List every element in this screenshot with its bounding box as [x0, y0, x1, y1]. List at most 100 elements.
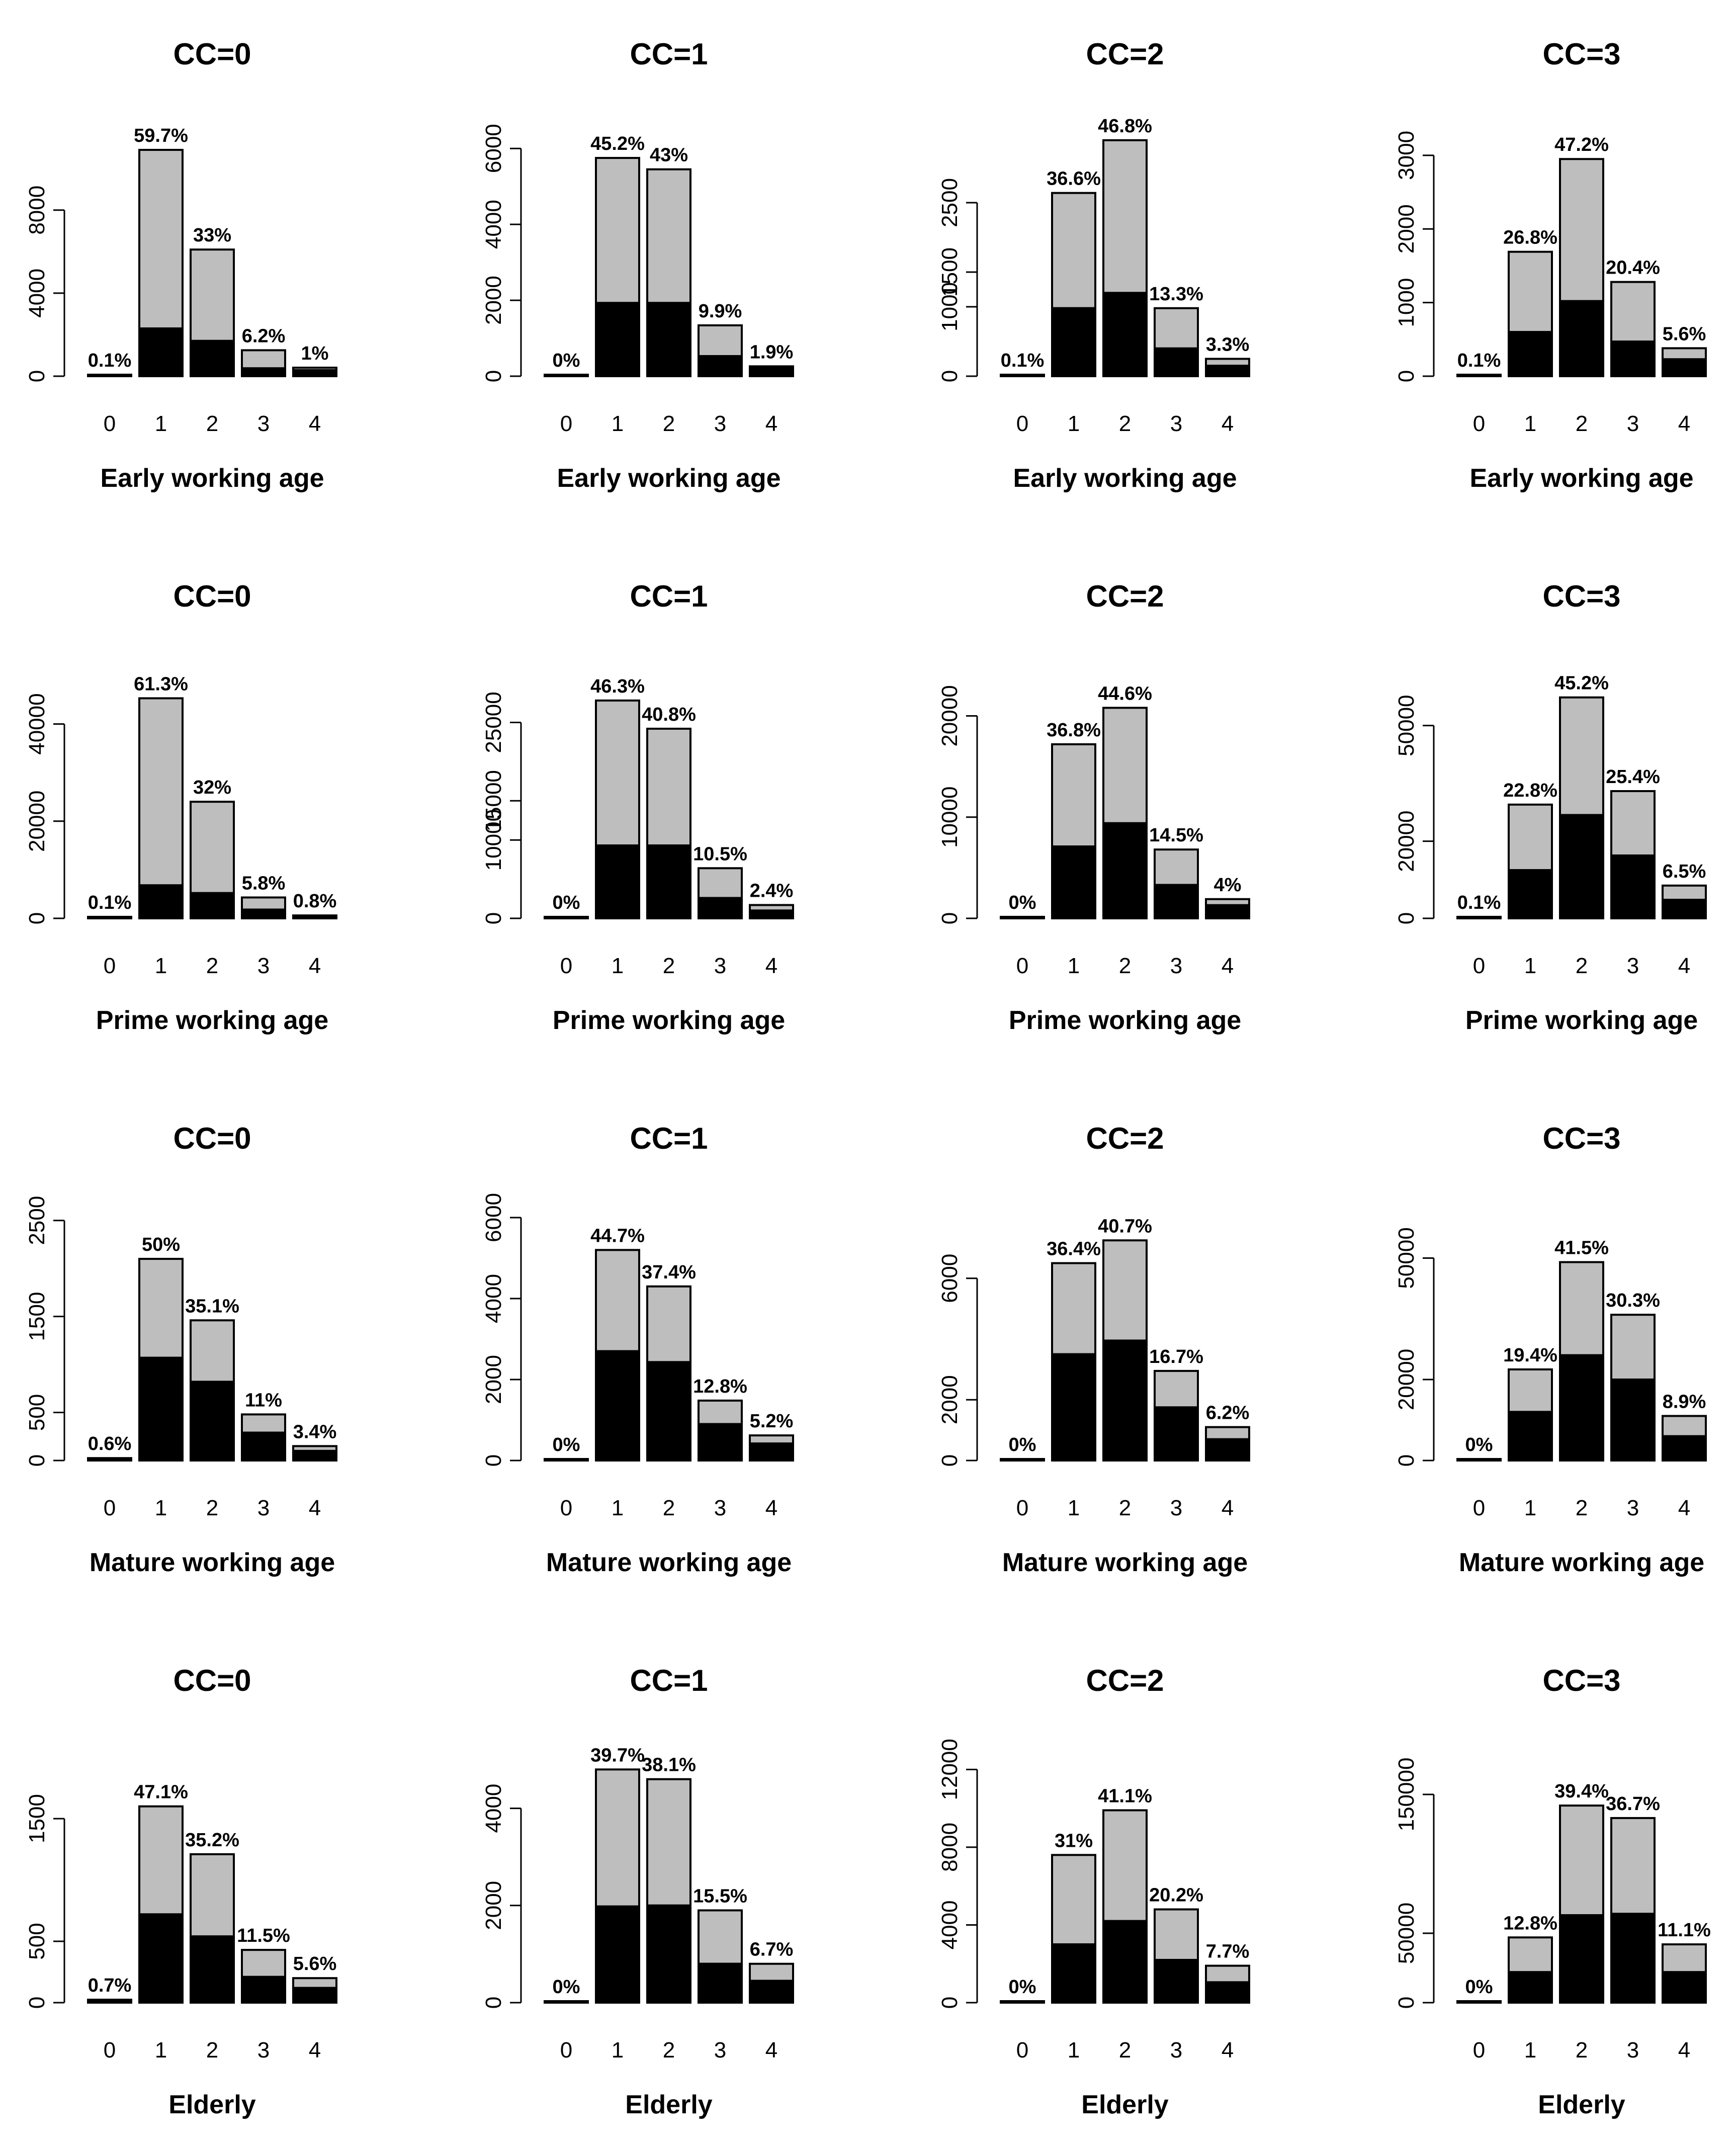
bar-segment-black	[544, 2000, 589, 2004]
data-label: 7.7%	[1206, 1941, 1250, 1962]
data-label: 36.7%	[1606, 1793, 1660, 1815]
data-label: 0%	[553, 1977, 580, 1998]
x-tick-label: 0	[104, 1496, 116, 1520]
bar-segment-grey	[1051, 1854, 1096, 1946]
x-tick-label: 4	[765, 2038, 777, 2063]
data-label: 46.8%	[1098, 116, 1152, 137]
x-tick-label: 2	[1576, 954, 1588, 978]
panel: CC=1 0 2000 4000 0% 0 39.7% 1 38.1% 2 15.5% 3 6.7% 4 E…	[481, 1664, 794, 2119]
y-tick-label: 25000	[481, 692, 506, 753]
y-tick-label: 6000	[481, 124, 506, 173]
data-label: 35.1%	[185, 1296, 239, 1317]
x-tick-label: 4	[309, 1496, 321, 1520]
y-tick-label: 0	[1394, 370, 1419, 382]
data-label: 13.3%	[1149, 284, 1203, 305]
x-axis-label: Elderly	[625, 2090, 712, 2119]
y-tick-label: 2000	[481, 276, 506, 325]
data-label: 0%	[1009, 1434, 1036, 1455]
data-label: 14.5%	[1149, 825, 1203, 846]
panel-title: CC=3	[1542, 1664, 1620, 1697]
panel-title: CC=1	[630, 37, 708, 71]
x-tick-label: 2	[1119, 954, 1131, 978]
bar-segment-grey	[190, 1319, 235, 1383]
bar-segment-grey	[1508, 1368, 1553, 1413]
bar-segment-black	[1000, 916, 1045, 919]
panel-title: CC=2	[1086, 1122, 1164, 1155]
bar-segment-black	[698, 897, 743, 919]
panel-title: CC=1	[630, 1664, 708, 1697]
bar-segment-black	[138, 327, 184, 377]
bar-segment-black	[1154, 1958, 1199, 2004]
bar-segment-black	[241, 1976, 286, 2004]
data-label: 37.4%	[642, 1262, 696, 1283]
bar-segment-black	[1154, 347, 1199, 377]
x-tick-label: 4	[765, 954, 777, 978]
bar-segment-black	[138, 884, 184, 920]
bar-segment-black	[292, 1987, 337, 2004]
data-label: 0%	[553, 892, 580, 913]
data-label: 0.8%	[293, 891, 337, 912]
bar-segment-black	[1000, 374, 1045, 377]
bar-segment-grey	[1051, 1262, 1096, 1355]
x-tick-label: 3	[714, 411, 726, 436]
x-axis-label: Elderly	[168, 2090, 255, 2119]
x-tick-label: 2	[1119, 1496, 1131, 1520]
y-tick-label: 500	[25, 1394, 49, 1431]
panel-title: CC=0	[173, 1664, 251, 1697]
data-label: 45.2%	[1554, 673, 1609, 694]
bar-segment-black	[1051, 1353, 1096, 1462]
bar-segment-grey	[595, 1249, 640, 1352]
data-label: 12.8%	[1503, 1913, 1557, 1934]
x-axis-label: Prime working age	[1009, 1006, 1241, 1035]
bar-segment-black	[1102, 1920, 1148, 2004]
y-tick-label: 0	[937, 370, 962, 382]
panel: CC=3 0 20000 50000 0% 0 19.4% 1 41.5% 2 30.3% 3 8.9%…	[1394, 1122, 1707, 1577]
x-tick-label: 3	[1627, 411, 1639, 436]
y-tick-label: 2500	[25, 1196, 49, 1245]
bar-segment-grey	[138, 697, 184, 887]
panel-title: CC=1	[630, 1122, 708, 1155]
bar-segment-grey	[646, 1778, 691, 1907]
x-axis-label: Mature working age	[1459, 1548, 1704, 1577]
bar-segment-grey	[698, 1399, 743, 1425]
panel-title: CC=0	[173, 579, 251, 613]
bar-segment-black	[1559, 1354, 1604, 1462]
x-tick-label: 0	[104, 954, 116, 978]
data-label: 36.4%	[1047, 1239, 1101, 1260]
x-axis-label: Mature working age	[90, 1548, 335, 1577]
data-label: 45.2%	[590, 133, 645, 154]
x-axis-label: Early working age	[1013, 464, 1237, 493]
bar-segment-grey	[241, 896, 286, 911]
x-tick-label: 0	[560, 411, 572, 436]
panel: CC=0 0 500 1500 2500 0.6% 0 50% 1 35.1% 2 11% 3 3.4% 4…	[25, 1122, 337, 1577]
x-tick-label: 3	[257, 2038, 270, 2063]
data-label: 36.6%	[1047, 168, 1101, 190]
x-tick-label: 4	[1678, 1496, 1690, 1520]
y-tick-label: 0	[481, 1454, 506, 1467]
x-tick-label: 0	[104, 2038, 116, 2063]
bar-segment-grey	[292, 1977, 337, 1989]
panel-title: CC=2	[1086, 579, 1164, 613]
data-label: 59.7%	[134, 125, 188, 146]
bar-segment-grey	[749, 1434, 794, 1445]
x-tick-label: 3	[1627, 1496, 1639, 1520]
panel: CC=2 0 10000 20000 0% 0 36.8% 1 44.6% 2 14.5% 3 4% 4 P…	[937, 579, 1250, 1035]
bar-segment-grey	[190, 1853, 235, 1938]
y-tick-label: 12000	[937, 1739, 962, 1800]
panel-title: CC=2	[1086, 1664, 1164, 1697]
y-tick-label: 20000	[25, 791, 49, 852]
bar-segment-black	[1456, 2000, 1502, 2004]
panel: CC=3 0 1000 2000 3000 0.1% 0 26.8% 1 47.2% 2 20.4% 3…	[1394, 37, 1707, 493]
y-tick-label: 15000	[481, 770, 506, 831]
bar-segment-black	[1662, 1435, 1707, 1462]
y-tick-label: 0	[25, 1997, 49, 2009]
data-label: 41.1%	[1098, 1785, 1152, 1807]
data-label: 0.1%	[1457, 350, 1501, 371]
x-tick-label: 2	[1576, 2038, 1588, 2063]
bar-segment-black	[544, 374, 589, 377]
y-tick-label: 1500	[25, 1794, 49, 1843]
bar-segment-grey	[595, 1768, 640, 1908]
bar-segment-black	[749, 1980, 794, 2004]
x-tick-label: 4	[1222, 954, 1234, 978]
data-label: 0.1%	[88, 892, 132, 913]
